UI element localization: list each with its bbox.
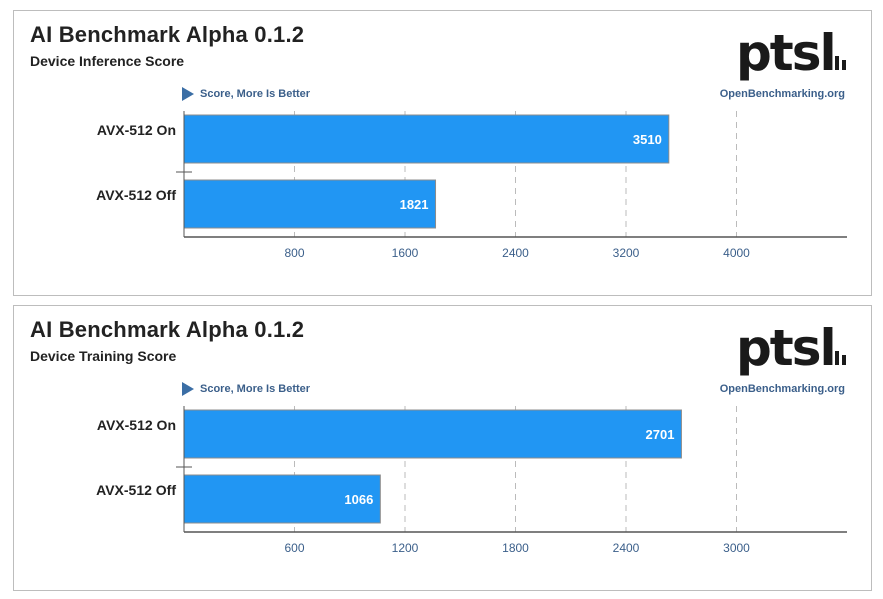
x-tick-label: 1200 xyxy=(392,541,419,555)
x-tick-label: 1800 xyxy=(502,541,529,555)
site-link[interactable]: OpenBenchmarking.org xyxy=(719,88,845,100)
x-tick-label: 2400 xyxy=(613,541,640,555)
category-label: AVX-512 On xyxy=(97,122,176,138)
x-tick-label: 3200 xyxy=(613,246,640,260)
svg-text:ptsl: ptsl xyxy=(736,26,835,82)
bar-plot: 800 1600 2400 3200 4000 3510 AVX-512 On 1821 AVX… xyxy=(96,111,847,260)
x-tick-label: 2400 xyxy=(502,246,529,260)
bar xyxy=(183,179,437,229)
x-tick-label: 3000 xyxy=(723,541,750,555)
bar-value-label: 3510 xyxy=(633,132,662,147)
chart-panel-training: AI Benchmark Alpha 0.1.2 Device Training… xyxy=(13,305,872,591)
chart-panel-inference: AI Benchmark Alpha 0.1.2 Device Inferenc… xyxy=(13,10,872,296)
category-label: AVX-512 On xyxy=(97,417,176,433)
x-tick-label: 600 xyxy=(284,541,304,555)
direction-hint: Score, More Is Better xyxy=(182,382,310,396)
pts-logo: ptsl xyxy=(736,321,846,377)
bar-plot: 600 1200 1800 2400 3000 2701 AVX-512 On 1066 AVX… xyxy=(96,406,847,555)
x-tick-label: 800 xyxy=(284,246,304,260)
hint-text: Score, More Is Better xyxy=(200,383,311,395)
bar xyxy=(183,114,670,164)
bar-value-label: 2701 xyxy=(646,427,675,442)
chart-subtitle: Device Inference Score xyxy=(30,53,185,69)
bar xyxy=(183,409,682,459)
bar xyxy=(183,474,381,524)
x-tick-label: 1600 xyxy=(392,246,419,260)
chart-title: AI Benchmark Alpha 0.1.2 xyxy=(30,22,305,47)
category-label: AVX-512 Off xyxy=(96,187,176,203)
category-label: AVX-512 Off xyxy=(96,482,176,498)
site-link[interactable]: OpenBenchmarking.org xyxy=(719,383,845,395)
x-tick-label: 4000 xyxy=(723,246,750,260)
pts-logo: ptsl xyxy=(736,26,846,82)
chart-title: AI Benchmark Alpha 0.1.2 xyxy=(30,317,305,342)
hint-text: Score, More Is Better xyxy=(200,88,311,100)
play-arrow-icon xyxy=(182,87,194,101)
chart-subtitle: Device Training Score xyxy=(30,348,177,364)
bar-value-label: 1821 xyxy=(400,197,429,212)
bar-value-label: 1066 xyxy=(344,492,373,507)
play-arrow-icon xyxy=(182,382,194,396)
svg-text:ptsl: ptsl xyxy=(736,321,835,377)
direction-hint: Score, More Is Better xyxy=(182,87,310,101)
